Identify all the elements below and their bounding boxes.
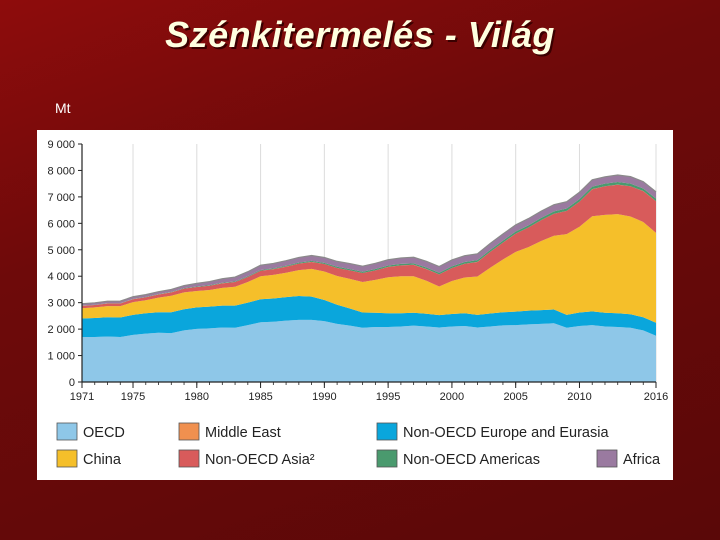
- legend-label: China: [83, 452, 122, 468]
- legend-label: Africa: [623, 452, 661, 468]
- unit-label: Mt: [55, 100, 71, 116]
- legend-item: Non-OECD Europe and Eurasia: [376, 422, 609, 441]
- total-outline: [81, 174, 657, 305]
- legend-label: Middle East: [205, 425, 281, 441]
- legend-label: Non-OECD Americas: [403, 452, 540, 468]
- x-tick-label: 1995: [376, 391, 400, 403]
- y-tick-label: 1 000: [47, 351, 75, 363]
- x-tick-label: 1990: [312, 391, 336, 403]
- legend-item: Non-OECD Asia²: [178, 449, 315, 468]
- y-tick-label: 8 000: [47, 165, 75, 177]
- area-series-non-oecd-europe-and-eurasia: [82, 296, 656, 338]
- y-tick-label: 9 000: [47, 139, 75, 151]
- y-tick-label: 5 000: [47, 245, 75, 257]
- x-tick-label: 1985: [248, 391, 272, 403]
- axis-layer: 0 1 000 2 000 3 000 4 000 5 000 6 000 7 000 8 00…: [47, 139, 668, 403]
- legend-item: OECD: [56, 422, 125, 441]
- legend-swatch: [376, 449, 398, 468]
- y-tick-label: 6 000: [47, 218, 75, 230]
- legend-swatch: [178, 422, 200, 441]
- legend-swatch: [178, 449, 200, 468]
- legend-layer: OECD Middle East Non-OECD Europe and Euras…: [56, 422, 661, 468]
- x-tick-label: 2000: [440, 391, 464, 403]
- legend-swatch: [56, 422, 78, 441]
- y-tick-label: 4 000: [47, 271, 75, 283]
- legend-item: Non-OECD Americas: [376, 449, 540, 468]
- y-tick-label: 3 000: [47, 298, 75, 310]
- coal-production-chart: 0 1 000 2 000 3 000 4 000 5 000 6 000 7 000 8 00…: [47, 139, 668, 468]
- x-tick-label: 2010: [567, 391, 591, 403]
- x-tick-label: 1980: [185, 391, 209, 403]
- legend-label: Non-OECD Europe and Eurasia: [403, 425, 609, 441]
- chart-panel: 0 1 000 2 000 3 000 4 000 5 000 6 000 7 000 8 00…: [37, 130, 673, 480]
- legend-swatch: [596, 449, 618, 468]
- y-tick-label: 7 000: [47, 192, 75, 204]
- legend-swatch: [376, 422, 398, 441]
- area-series-china: [82, 214, 656, 323]
- x-tick-label: 2005: [503, 391, 527, 403]
- area-series-non-oecd-asia: [82, 184, 656, 309]
- legend-swatch: [56, 449, 78, 468]
- x-tick-label: 1971: [70, 391, 94, 403]
- area-layer: [81, 174, 657, 382]
- y-tick-label: 0: [69, 377, 75, 389]
- legend-item: Middle East: [178, 422, 281, 441]
- legend-item: Africa: [596, 449, 661, 468]
- legend-item: China: [56, 449, 122, 468]
- area-series-oecd: [82, 319, 656, 382]
- legend-label: Non-OECD Asia²: [205, 452, 315, 468]
- x-tick-label: 1975: [121, 391, 145, 403]
- x-tick-label: 2016: [644, 391, 668, 403]
- y-tick-label: 2 000: [47, 324, 75, 336]
- slide-title: Szénkitermelés - Világ: [165, 14, 555, 55]
- legend-label: OECD: [83, 425, 125, 441]
